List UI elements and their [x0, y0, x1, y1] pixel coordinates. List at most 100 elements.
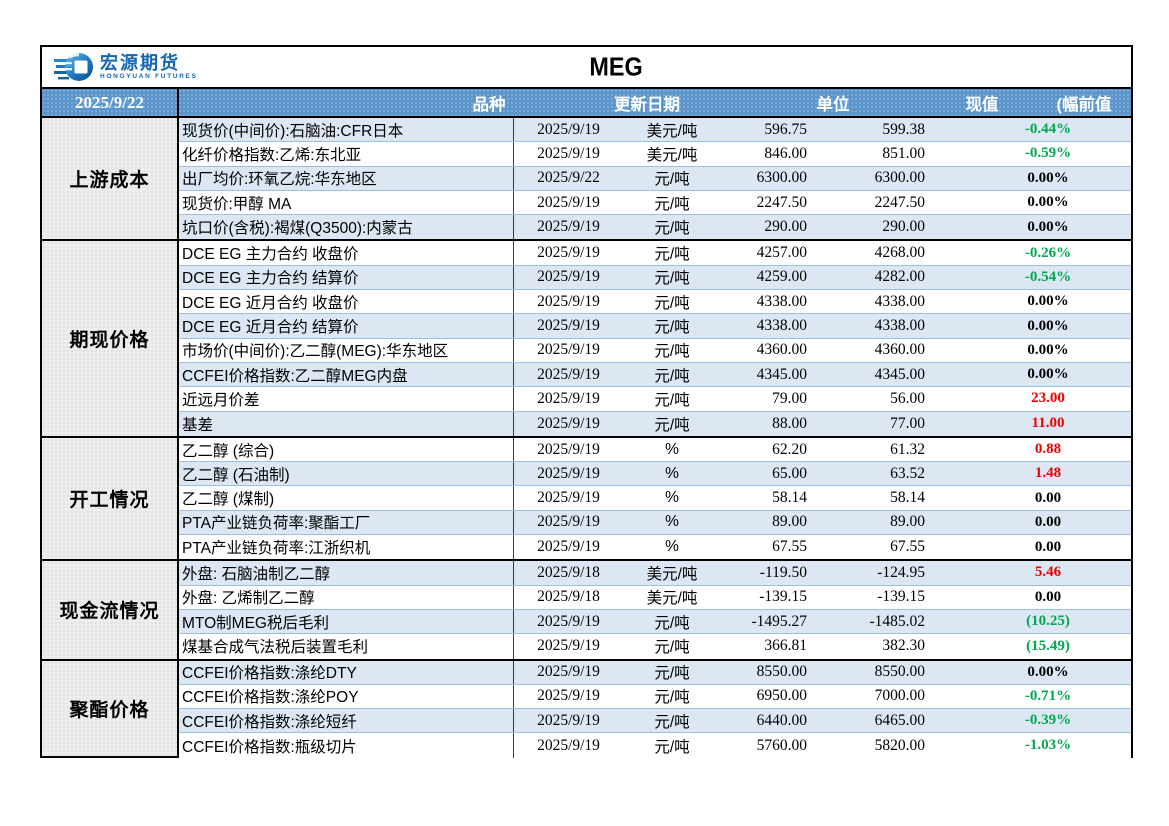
row-unit: 元/吨 [654, 195, 690, 213]
row-update-date: 2025/9/19 [537, 489, 600, 507]
section-group-label: 聚酯价格 [42, 660, 179, 758]
table-row: DCE EG 主力合约 收盘价 2025/9/19 元/吨 4257.00 42… [179, 241, 1131, 266]
row-item-name: 乙二醇 (综合) [179, 437, 514, 462]
table-row: 乙二醇 (石油制) 2025/9/19 % 65.00 63.52 1.48 [179, 462, 1131, 487]
table-row: CCFEI价格指数:涤纶DTY 2025/9/19 元/吨 8550.00 85… [179, 660, 1131, 685]
table-row: 煤基合成气法税后装置毛利 2025/9/19 元/吨 366.81 382.30… [179, 634, 1131, 659]
row-current-value: 4338.00 [756, 317, 807, 335]
row-unit: 美元/吨 [646, 590, 698, 608]
row-update-date: 2025/9/19 [537, 414, 600, 432]
row-change-value: 0.00% [1027, 341, 1069, 358]
row-update-date: 2025/9/19 [537, 440, 600, 458]
section-rows: 乙二醇 (综合) 2025/9/19 % 62.20 61.32 0.88 乙二… [179, 437, 1131, 560]
row-update-date: 2025/9/19 [537, 120, 600, 138]
row-unit: 元/吨 [654, 665, 690, 683]
row-unit: 美元/吨 [646, 146, 698, 164]
row-previous-value: 851.00 [882, 144, 925, 162]
row-unit: % [665, 464, 679, 482]
row-change-value: 0.88 [1034, 441, 1062, 457]
table-row: 乙二醇 (综合) 2025/9/19 % 62.20 61.32 0.88 [179, 437, 1131, 463]
section-rows: DCE EG 主力合约 收盘价 2025/9/19 元/吨 4257.00 42… [179, 241, 1131, 436]
row-current-value: 67.55 [772, 538, 807, 556]
row-update-date: 2025/9/22 [537, 169, 600, 187]
section-rows: 现货价(中间价):石脑油:CFR日本 2025/9/19 美元/吨 596.75… [179, 118, 1131, 240]
row-item-name: DCE EG 近月合约 收盘价 [179, 290, 514, 314]
row-update-date: 2025/9/19 [537, 538, 600, 556]
row-update-date: 2025/9/19 [537, 612, 600, 630]
row-previous-value: 4338.00 [874, 292, 925, 310]
table-row: DCE EG 近月合约 收盘价 2025/9/19 元/吨 4338.00 43… [179, 290, 1131, 315]
header-col-item: 品种 [472, 95, 506, 114]
row-previous-value: 63.52 [890, 464, 925, 482]
row-item-name: 基差 [179, 411, 514, 436]
row-unit: 元/吨 [654, 246, 690, 264]
row-current-value: 366.81 [764, 637, 807, 655]
table-row: DCE EG 近月合约 结算价 2025/9/19 元/吨 4338.00 43… [179, 314, 1131, 339]
row-unit: 元/吨 [654, 343, 690, 361]
row-update-date: 2025/9/19 [537, 365, 600, 383]
row-unit: 元/吨 [654, 367, 690, 385]
row-item-name: 坑口价(含税):褐煤(Q3500):内蒙古 [179, 215, 514, 240]
header-col-unit: 单位 [816, 95, 850, 114]
row-item-name: 煤基合成气法税后装置毛利 [179, 634, 514, 659]
row-current-value: 6950.00 [756, 687, 807, 705]
row-update-date: 2025/9/19 [537, 687, 600, 705]
section-group-label: 开工情况 [42, 437, 179, 560]
row-update-date: 2025/9/19 [537, 341, 600, 359]
row-current-value: 88.00 [772, 414, 807, 432]
row-item-name: 乙二醇 (煤制) [179, 486, 514, 510]
row-update-date: 2025/9/19 [537, 389, 600, 407]
row-change-value: 5.46 [1034, 564, 1062, 581]
row-change-value: 0.00 [1034, 489, 1062, 506]
title-row: 宏源期货 HONGYUAN FUTURES MEG [42, 47, 1131, 87]
row-change-value: 0.00% [1027, 194, 1069, 211]
row-current-value: 5760.00 [756, 736, 807, 754]
row-change-value: 0.00 [1034, 538, 1062, 555]
row-previous-value: 5820.00 [874, 736, 925, 754]
row-change-value: -0.59% [1024, 145, 1072, 162]
row-current-value: 6440.00 [756, 711, 807, 729]
row-previous-value: -1485.02 [869, 612, 925, 630]
row-previous-value: 4282.00 [874, 268, 925, 286]
row-change-value: 1.48 [1034, 465, 1062, 482]
table-section: 聚酯价格 CCFEI价格指数:涤纶DTY 2025/9/19 元/吨 8550.… [42, 658, 1131, 758]
row-item-name: 市场价(中间价):乙二醇(MEG):华东地区 [179, 338, 514, 362]
row-current-value: 62.20 [772, 440, 807, 458]
row-update-date: 2025/9/19 [537, 711, 600, 729]
row-item-name: PTA产业链负荷率:聚酯工厂 [179, 510, 514, 535]
brand-name-en: HONGYUAN FUTURES [100, 72, 198, 80]
row-current-value: 89.00 [772, 513, 807, 531]
header-col-date: 更新日期 [614, 95, 680, 114]
section-group-label: 上游成本 [42, 118, 179, 240]
row-item-name: CCFEI价格指数:瓶级切片 [179, 733, 514, 758]
row-update-date: 2025/9/19 [537, 244, 600, 262]
hongyuan-futures-logo: 宏源期货 HONGYUAN FUTURES [54, 50, 198, 84]
row-item-name: 外盘: 石脑油制乙二醇 [179, 561, 514, 585]
row-previous-value: 8550.00 [874, 663, 925, 681]
table-row: 近远月价差 2025/9/19 元/吨 79.00 56.00 23.00 [179, 387, 1131, 412]
row-change-value: (15.49) [1026, 637, 1070, 654]
row-update-date: 2025/9/19 [537, 292, 600, 310]
row-current-value: 4345.00 [756, 365, 807, 383]
section-rows: CCFEI价格指数:涤纶DTY 2025/9/19 元/吨 8550.00 85… [179, 660, 1131, 758]
row-previous-value: 4345.00 [874, 365, 925, 383]
table-row: DCE EG 主力合约 结算价 2025/9/19 元/吨 4259.00 42… [179, 265, 1131, 291]
row-current-value: 2247.50 [756, 193, 807, 211]
row-unit: % [665, 538, 679, 556]
table-row: 乙二醇 (煤制) 2025/9/19 % 58.14 58.14 0.00 [179, 486, 1131, 511]
row-current-value: 4257.00 [756, 244, 807, 262]
row-current-value: 846.00 [764, 144, 807, 162]
row-current-value: 58.14 [772, 489, 807, 507]
row-update-date: 2025/9/19 [537, 317, 600, 335]
row-update-date: 2025/9/19 [537, 637, 600, 655]
row-item-name: 近远月价差 [179, 387, 514, 411]
row-previous-value: 599.38 [882, 120, 925, 138]
table-row: 基差 2025/9/19 元/吨 88.00 77.00 11.00 [179, 411, 1131, 436]
row-previous-value: 290.00 [882, 218, 925, 236]
row-change-value: -0.44% [1024, 121, 1072, 138]
row-update-date: 2025/9/19 [537, 663, 600, 681]
row-change-value: -0.26% [1024, 244, 1072, 261]
table-row: PTA产业链负荷率:聚酯工厂 2025/9/19 % 89.00 89.00 0… [179, 510, 1131, 536]
row-unit: 元/吨 [654, 689, 690, 707]
row-item-name: 现货价:甲醇 MA [179, 190, 514, 215]
